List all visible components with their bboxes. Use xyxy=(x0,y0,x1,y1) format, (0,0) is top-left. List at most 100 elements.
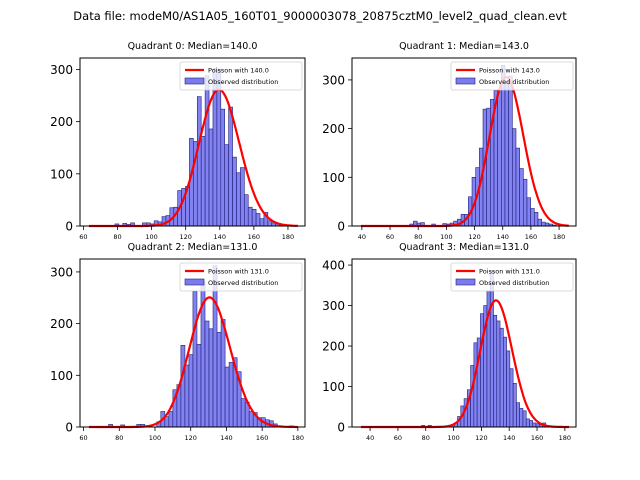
histogram-bar xyxy=(259,218,265,227)
subplot-title: Quadrant 1: Median=143.0 xyxy=(399,41,529,52)
legend-box xyxy=(179,262,303,292)
histogram-bar xyxy=(196,343,202,428)
histogram-bar xyxy=(188,354,194,428)
subplot-quadrant-2: Quadrant 2: Median=131.0 0 100 200 300 60 80 10… xyxy=(50,242,306,442)
histogram-bar xyxy=(493,314,498,428)
x-tick-label: 80 xyxy=(414,233,422,241)
histogram-bar xyxy=(470,365,475,428)
histogram-bar xyxy=(525,418,530,428)
x-tick-label: 140 xyxy=(214,233,226,241)
histogram-bar xyxy=(204,320,210,428)
x-tick-label: 160 xyxy=(256,434,268,442)
x-tick-label: 80 xyxy=(113,233,121,241)
histogram-bar xyxy=(232,156,237,227)
histogram-bar xyxy=(512,128,517,227)
y-tick-label: 200 xyxy=(322,340,345,354)
x-tick-label: 100 xyxy=(149,434,161,442)
histogram-bar xyxy=(541,221,546,227)
histogram-bar xyxy=(519,168,524,227)
x-tick-label: 160 xyxy=(248,233,260,241)
histogram-bar xyxy=(523,178,528,227)
legend-bar-swatch xyxy=(455,278,476,286)
histogram-bar xyxy=(516,402,520,428)
histogram-bar xyxy=(164,416,170,428)
x-tick-label: 60 xyxy=(386,233,394,241)
histogram-bar xyxy=(220,319,226,428)
x-tick-label: 100 xyxy=(145,233,157,241)
y-tick-label: 300 xyxy=(322,299,345,313)
x-tick-label: 120 xyxy=(179,233,191,241)
histogram-bar xyxy=(228,362,234,428)
histogram-bar xyxy=(529,420,534,428)
histogram-bar xyxy=(168,411,174,428)
y-tick-label: 100 xyxy=(322,380,345,394)
histogram-bar xyxy=(512,382,517,428)
x-tick-label: 180 xyxy=(559,434,571,442)
axes-frame xyxy=(79,57,306,227)
histogram-bar xyxy=(216,332,222,428)
histogram-bar xyxy=(504,81,509,227)
x-tick-label: 140 xyxy=(503,434,515,442)
histogram-bar xyxy=(267,220,273,227)
legend-bar-swatch xyxy=(184,278,205,286)
subplot-quadrant-1: Quadrant 1: Median=143.0 0 100 200 300 40 60 80… xyxy=(322,41,577,241)
subplot-quadrant-3: Quadrant 3: Median=131.0 0 100 200 300 400 40 6… xyxy=(322,242,577,442)
y-tick-label: 0 xyxy=(337,220,345,234)
y-tick-label: 400 xyxy=(322,259,345,273)
legend: Poisson with 140.0 Observed distribution xyxy=(179,61,303,91)
y-tick-label: 100 xyxy=(50,369,73,383)
x-tick-label: 140 xyxy=(220,434,232,442)
legend-box xyxy=(450,61,574,91)
legend-bar-swatch xyxy=(184,77,205,85)
histogram-bar xyxy=(216,69,222,227)
histogram-bar xyxy=(486,107,491,227)
x-tick-label: 60 xyxy=(79,233,87,241)
legend-label-observed: Observed distribution xyxy=(479,78,549,86)
y-tick-label: 200 xyxy=(322,122,345,136)
legend-label-observed: Observed distribution xyxy=(479,279,549,287)
histogram-bar xyxy=(497,89,502,227)
histogram-bar xyxy=(480,313,484,428)
x-tick-label: 160 xyxy=(531,434,543,442)
histogram-bar xyxy=(200,135,206,227)
legend: Poisson with 143.0 Observed distribution xyxy=(450,61,574,91)
legend-label-poisson: Poisson with 131.0 xyxy=(208,268,269,276)
x-tick-label: 120 xyxy=(468,233,480,241)
axes-frame xyxy=(79,258,306,428)
histogram-bar xyxy=(255,213,261,227)
x-tick-label: 180 xyxy=(553,233,565,241)
histogram-bar xyxy=(180,345,186,428)
histogram-bar xyxy=(248,411,254,428)
x-tick-label: 60 xyxy=(79,434,87,442)
histogram-bar xyxy=(489,271,494,428)
histogram-bar xyxy=(530,208,535,227)
x-tick-label: 100 xyxy=(447,434,459,442)
histogram-bar xyxy=(224,144,229,227)
x-tick-label: 120 xyxy=(185,434,197,442)
x-tick-label: 80 xyxy=(115,434,123,442)
histogram-bar xyxy=(208,328,214,428)
subplot-quadrant-0: Quadrant 0: Median=140.0 0 100 200 300 60 80 10… xyxy=(50,41,306,241)
legend-box xyxy=(179,61,303,91)
axes-frame xyxy=(351,258,577,428)
histogram-bar xyxy=(247,206,253,227)
histogram-bar xyxy=(236,172,241,227)
histogram-bar xyxy=(220,108,226,227)
legend-label-poisson: Poisson with 143.0 xyxy=(479,67,540,75)
histogram-bar xyxy=(192,291,198,428)
x-tick-label: 160 xyxy=(525,233,537,241)
histogram-bar xyxy=(508,75,513,227)
x-tick-label: 40 xyxy=(366,434,374,442)
y-tick-label: 300 xyxy=(50,63,73,77)
x-tick-label: 140 xyxy=(497,233,509,241)
histogram-bar xyxy=(522,410,527,428)
histogram-bar xyxy=(503,336,507,428)
x-tick-label: 80 xyxy=(422,434,430,442)
x-tick-label: 180 xyxy=(292,434,304,442)
histogram-bar xyxy=(208,128,214,227)
histogram-bar xyxy=(526,197,531,227)
histogram-bar xyxy=(184,364,190,428)
histogram-bar xyxy=(228,106,233,227)
legend: Poisson with 131.0 Observed distribution xyxy=(179,262,303,292)
